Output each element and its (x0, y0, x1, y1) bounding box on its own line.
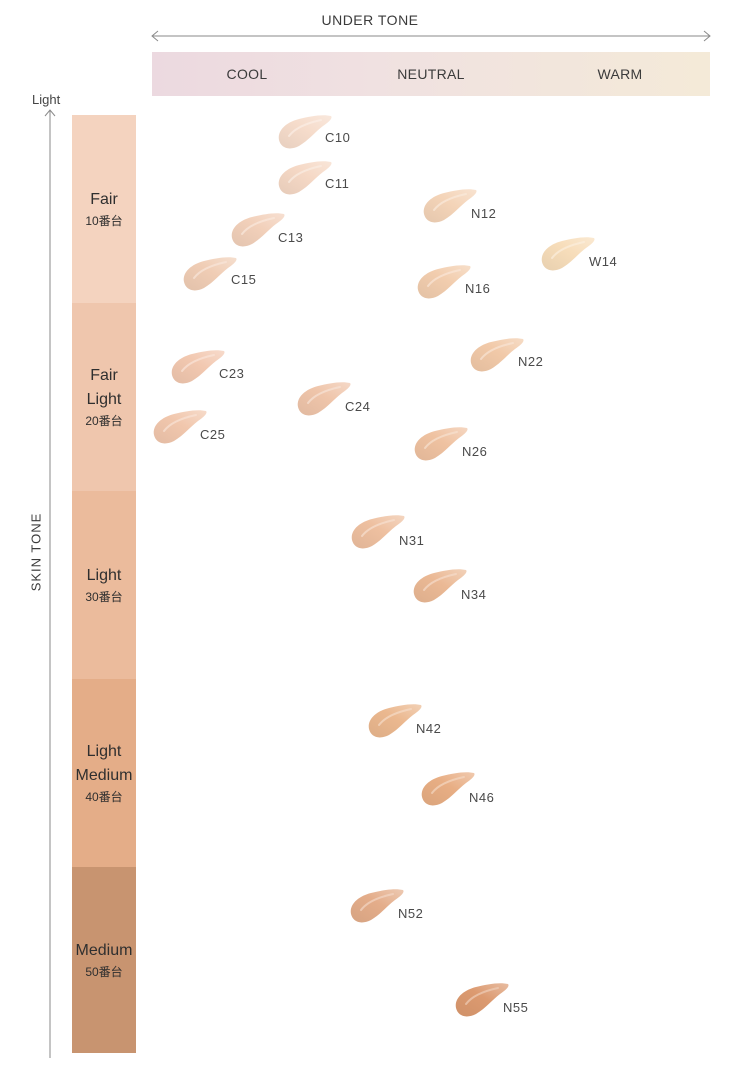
shade-highlight (288, 119, 322, 137)
shade-label: C10 (325, 130, 351, 145)
shade-highlight (465, 987, 499, 1005)
category-name: Light (86, 743, 122, 760)
category-name: Light (86, 391, 122, 408)
shade-smear (368, 704, 422, 738)
category-name: Light (86, 567, 122, 584)
shade-swatch (278, 161, 332, 195)
category-code: 30番台 (85, 590, 123, 604)
shade-highlight (423, 573, 457, 591)
shade-label: N46 (469, 790, 495, 805)
shade-label: N42 (416, 721, 442, 736)
shade-smear (171, 350, 225, 384)
shade-swatch (423, 189, 477, 223)
shade-swatch (350, 889, 404, 923)
shade-swatch (413, 569, 467, 603)
shade-label: W14 (589, 254, 618, 269)
shade-swatch (541, 237, 595, 271)
under-tone-arrow (151, 30, 711, 42)
category-light-medium: Light Medium 40番台 (72, 679, 136, 867)
shade-highlight (163, 414, 197, 432)
shade-highlight (241, 217, 275, 235)
shade-highlight (181, 354, 215, 372)
shade-smear (470, 338, 524, 372)
under-tone-band (152, 52, 710, 96)
shade-label: N16 (465, 281, 491, 296)
shade-highlight (480, 342, 514, 360)
shade-smear (414, 427, 468, 461)
shade-swatch (368, 704, 422, 738)
category-code: 20番台 (85, 414, 123, 428)
shade-label: N55 (503, 1000, 529, 1015)
shade-smear (231, 213, 285, 247)
shade-swatch (278, 115, 332, 149)
shade-highlight (307, 386, 341, 404)
shade-swatch (231, 213, 285, 247)
shade-smear (421, 772, 475, 806)
shade-highlight (433, 193, 467, 211)
category-fair: Fair 10番台 (72, 115, 136, 303)
shade-highlight (427, 269, 461, 287)
shade-label: N52 (398, 906, 424, 921)
shade-label: C25 (200, 427, 226, 442)
category-name: Fair (90, 191, 118, 208)
shade-label: N12 (471, 206, 497, 221)
category-code: 50番台 (85, 965, 123, 979)
column-label-neutral: NEUTRAL (397, 66, 465, 82)
skin-tone-arrow (44, 109, 56, 1058)
shade-label: N34 (461, 587, 487, 602)
shade-smear (278, 115, 332, 149)
shade-swatch (421, 772, 475, 806)
shade-highlight (361, 519, 395, 537)
shade-swatch (183, 257, 237, 291)
column-label-warm: WARM (597, 66, 643, 82)
shade-smear (183, 257, 237, 291)
shade-smear (278, 161, 332, 195)
shade-highlight (378, 708, 412, 726)
shade-smear (417, 265, 471, 299)
shade-highlight (360, 893, 394, 911)
shade-swatch (455, 983, 509, 1017)
shade-swatch (417, 265, 471, 299)
shade-highlight (288, 165, 322, 183)
shade-swatch (470, 338, 524, 372)
shade-smear (541, 237, 595, 271)
shade-smear (297, 382, 351, 416)
shade-label: C24 (345, 399, 371, 414)
shade-swatch (351, 515, 405, 549)
shade-label: C23 (219, 366, 245, 381)
axis-top-label: Light (32, 92, 61, 107)
shade-label: C11 (325, 176, 350, 191)
category-medium: Medium 50番台 (72, 867, 136, 1053)
category-name: Fair (90, 367, 118, 384)
shade-smear (153, 410, 207, 444)
shade-swatch (297, 382, 351, 416)
category-code: 40番台 (85, 790, 123, 804)
shade-smear (350, 889, 404, 923)
shade-highlight (193, 261, 227, 279)
shade-label: N26 (462, 444, 488, 459)
under-tone-title: UNDER TONE (321, 12, 419, 28)
shade-swatch (171, 350, 225, 384)
skin-tone-title: SKIN TONE (28, 512, 44, 592)
shade-label: N22 (518, 354, 544, 369)
shade-swatch (414, 427, 468, 461)
category-fair-light: Fair Light 20番台 (72, 303, 136, 491)
category-light: Light 30番台 (72, 491, 136, 679)
shade-smear (351, 515, 405, 549)
category-name: Medium (75, 942, 133, 959)
category-code: 10番台 (85, 214, 123, 228)
shade-highlight (424, 431, 458, 449)
shade-highlight (431, 776, 465, 794)
shade-highlight (551, 241, 585, 259)
shade-swatch (153, 410, 207, 444)
shade-label: N31 (399, 533, 425, 548)
column-label-cool: COOL (226, 66, 268, 82)
shade-smear (455, 983, 509, 1017)
shade-smear (423, 189, 477, 223)
shade-label: C15 (231, 272, 257, 287)
shade-smear (413, 569, 467, 603)
shade-label: C13 (278, 230, 304, 245)
category-name: Medium (75, 767, 133, 784)
